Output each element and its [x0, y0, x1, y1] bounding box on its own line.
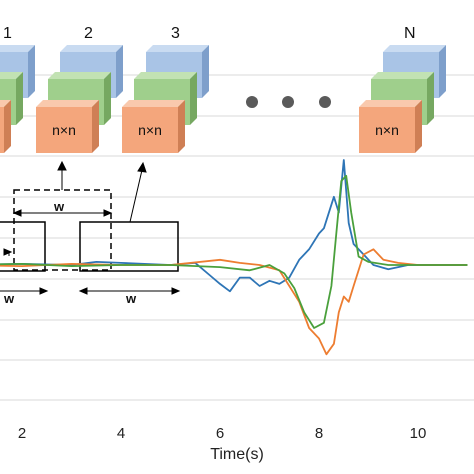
- arrow-window-to-stack-3: [129, 169, 143, 223]
- ellipsis-dot: [282, 96, 294, 108]
- stack-n-orange-cube: n×n: [359, 100, 422, 153]
- cube-side-face: [178, 100, 185, 153]
- arrow-head: [137, 161, 147, 173]
- cube-front-face: [36, 107, 92, 153]
- stack-label-1: 1: [3, 25, 12, 42]
- window-box-3: [79, 221, 179, 272]
- cube-side-face: [28, 45, 35, 98]
- cube-top-face: [0, 100, 11, 107]
- cube-side-face: [104, 72, 111, 125]
- cube-top-face: [60, 45, 123, 52]
- cube-top-face: [134, 72, 197, 79]
- stack-2-orange-cube: n×n: [36, 100, 99, 153]
- series-line-3: [0, 174, 468, 329]
- cube-top-face: [146, 45, 209, 52]
- stack-label-n: N: [404, 25, 416, 42]
- x-tick-label: 6: [216, 425, 224, 442]
- cube-size-label: n×n: [52, 122, 76, 138]
- cube-size-label: n×n: [375, 122, 399, 138]
- cube-front-face: [359, 107, 415, 153]
- cube-side-face: [16, 72, 23, 125]
- signal-series: [0, 159, 468, 356]
- window-label-bottom: w: [125, 291, 137, 306]
- cube-side-face: [116, 45, 123, 98]
- ellipsis-dot: [246, 96, 258, 108]
- stack-label-3: 3: [171, 25, 180, 42]
- window-width-markers: [0, 209, 181, 295]
- cube-front-face: [122, 107, 178, 153]
- x-axis-ticks: 2 4 6 8 10: [18, 425, 427, 442]
- window-box-1: [0, 221, 46, 272]
- cube-side-face: [190, 72, 197, 125]
- series-line-1: [0, 159, 468, 293]
- window-to-stack-arrows: [57, 160, 147, 223]
- feature-map-stacks: n×n n×n n×n n×n: [0, 45, 446, 153]
- arrow-head: [78, 287, 88, 295]
- window-label-top: w: [53, 199, 65, 214]
- cube-top-face: [36, 100, 99, 107]
- stack-label-2: 2: [84, 25, 93, 42]
- arrow-head: [12, 209, 22, 217]
- arrow-head: [57, 160, 67, 171]
- arrow-head: [171, 287, 181, 295]
- cube-top-face: [122, 100, 185, 107]
- ellipsis-icon: [246, 96, 331, 108]
- arrow-head: [3, 248, 13, 256]
- cube-side-face: [415, 100, 422, 153]
- window-label-left: w: [3, 291, 15, 306]
- stack-1-orange-cube: n×n: [0, 100, 11, 153]
- cube-side-face: [439, 45, 446, 98]
- cube-size-label: n×n: [138, 122, 162, 138]
- stack-3-orange-cube: n×n: [122, 100, 185, 153]
- cube-side-face: [202, 45, 209, 98]
- ellipsis-dot: [319, 96, 331, 108]
- cube-side-face: [4, 100, 11, 153]
- x-tick-label: 4: [117, 425, 125, 442]
- sliding-windows: [0, 189, 179, 272]
- x-axis-title: Time(s): [210, 446, 264, 463]
- cube-top-face: [0, 45, 35, 52]
- cube-top-face: [0, 72, 23, 79]
- cube-side-face: [92, 100, 99, 153]
- cube-front-face: [0, 107, 4, 153]
- cube-side-face: [427, 72, 434, 125]
- arrow-head: [103, 209, 113, 217]
- arrow-head: [39, 287, 49, 295]
- x-tick-label: 2: [18, 425, 26, 442]
- x-tick-label: 10: [410, 425, 427, 442]
- cube-top-face: [383, 45, 446, 52]
- cube-top-face: [48, 72, 111, 79]
- cube-top-face: [359, 100, 422, 107]
- cube-top-face: [371, 72, 434, 79]
- window-box-2-dashed: [13, 189, 112, 271]
- x-tick-label: 8: [315, 425, 323, 442]
